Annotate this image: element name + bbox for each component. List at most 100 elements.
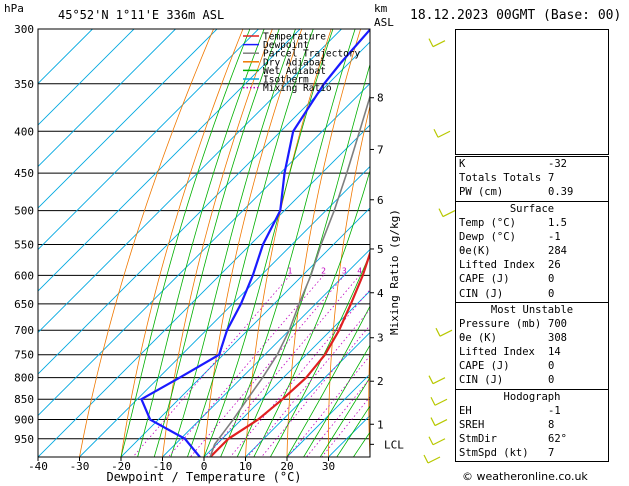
wet-adiabat-line	[236, 62, 370, 457]
surface-value: 0	[548, 273, 555, 286]
x-tick-label: -10	[153, 460, 173, 473]
hodograph-box	[455, 29, 609, 155]
surface-key: CIN (J)	[459, 287, 504, 300]
wind-barb-flag	[428, 436, 434, 446]
hodograph-key: EH	[459, 404, 472, 417]
mixing-ratio-label: 10	[407, 266, 417, 275]
x-tick-label: 20	[280, 460, 293, 473]
surface-key: Temp (°C)	[459, 216, 516, 229]
x-tick-label: 10	[239, 460, 252, 473]
mixing-ratio-line	[190, 275, 345, 457]
wind-barb-flag	[428, 375, 434, 384]
km-tick-label: 6	[377, 194, 384, 207]
x-tick-label: -40	[28, 460, 48, 473]
hodograph-value: 62°	[548, 433, 567, 445]
isotherm-line	[286, 373, 370, 457]
most-unstable-value: 700	[548, 317, 567, 330]
isotherm-line	[38, 29, 218, 209]
hodograph-key: StmSpd (kt)	[459, 447, 529, 460]
most-unstable-key: Lifted Index	[459, 346, 535, 359]
wet-adiabat-line	[319, 376, 370, 457]
isotherm-line	[38, 124, 370, 457]
hodograph-value: 8	[548, 418, 555, 431]
location-label: 45°52'N 1°11'E 336m ASL	[58, 8, 225, 22]
wind-barb	[434, 398, 448, 406]
surface-key: CAPE (J)	[459, 273, 510, 286]
wet-adiabat-line	[286, 305, 370, 457]
km-tick-label: 7	[377, 143, 384, 156]
legend-label: Mixing Ratio	[263, 83, 332, 94]
mixing-ratio-label: 1	[288, 266, 293, 275]
surface-value: 0	[548, 287, 555, 300]
mixing-ratio-axis-label: Mixing Ratio (g/kg)	[388, 209, 401, 335]
index-row: K -32	[456, 157, 608, 171]
surface-key: Lifted Index	[459, 259, 535, 272]
surface-row: Lifted Index 26	[456, 258, 608, 272]
wet-adiabat-line	[187, 29, 314, 457]
dry-adiabat-line	[620, 29, 629, 457]
isotherm-line	[38, 29, 259, 251]
wet-adiabat-line	[220, 29, 356, 457]
most-unstable-key: CIN (J)	[459, 374, 504, 387]
km-tick-label: 2	[377, 375, 384, 388]
index-key: Totals Totals	[459, 172, 542, 185]
hodograph-row: SREH 8	[456, 418, 608, 432]
dry-adiabat-line	[245, 29, 332, 457]
wind-barb	[427, 456, 441, 464]
isotherm-line	[79, 165, 370, 457]
pressure-tick-label: 300	[14, 23, 34, 36]
wind-barb-flag	[423, 454, 429, 464]
pressure-tick-label: 900	[14, 414, 34, 427]
x-tick-label: -30	[70, 460, 90, 473]
surface-value: -1	[548, 230, 561, 243]
wind-barb-flag	[433, 128, 439, 138]
most-unstable-row: CIN (J) 0	[456, 373, 608, 387]
x-axis-label: Dewpoint / Temperature (°C)	[106, 470, 301, 484]
credit-text: © weatheronline.co.uk	[462, 470, 588, 483]
lcl-label: LCL	[384, 438, 404, 451]
index-value: -32	[548, 158, 567, 170]
mixing-ratio-label: 3	[342, 266, 347, 275]
wet-adiabat-line	[120, 29, 251, 457]
most-unstable-row: CAPE (J) 0	[456, 359, 608, 373]
pressure-tick-label: 500	[14, 205, 34, 218]
hpa-label: hPa	[4, 2, 24, 15]
wet-adiabat-line	[253, 169, 370, 457]
legend-label: Isotherm	[263, 75, 309, 86]
legend-label: Dewpoint	[263, 40, 309, 51]
wind-barb-flag	[435, 327, 441, 337]
mixing-ratio-line	[287, 355, 370, 457]
dry-adiabat-line	[203, 29, 303, 457]
hodograph-key: StmDir	[459, 433, 497, 445]
surface-key: Dewp (°C)	[459, 230, 516, 243]
isotherm-line	[38, 29, 135, 126]
mixing-ratio-label: 6	[380, 266, 385, 275]
wind-barb	[439, 329, 453, 337]
indices-table: K -32 Totals Totals 7 PW (cm) 0.39 Surface Te…	[455, 156, 609, 463]
mixing-ratio-line	[261, 324, 370, 457]
background-lines	[38, 29, 629, 457]
pressure-tick-label: 600	[14, 269, 34, 282]
isotherm-line	[38, 29, 342, 334]
wind-barb	[432, 438, 446, 446]
mixing-ratio-line	[229, 289, 370, 457]
parcel-trajectory-line	[209, 93, 370, 457]
surface-row: CIN (J) 0	[456, 287, 608, 301]
pressure-tick-label: 750	[14, 349, 34, 362]
wet-adiabat-line	[270, 252, 370, 457]
hodograph-title: Hodograph	[503, 390, 561, 403]
pressure-tick-label: 850	[14, 393, 34, 406]
pressure-tick-label: 400	[14, 125, 34, 138]
index-row: PW (cm) 0.39	[456, 185, 608, 199]
most-unstable-row: Pressure (mb) 700	[456, 317, 608, 331]
surface-row: CAPE (J) 0	[456, 272, 608, 286]
index-key: PW (cm)	[459, 186, 504, 199]
legend-label: Wet Adiabat	[263, 66, 326, 77]
dewpoint-line	[140, 29, 370, 457]
mixing-ratio-line	[247, 308, 370, 457]
surface-row: Dewp (°C) -1	[456, 230, 608, 244]
x-tick-label: 30	[322, 460, 335, 473]
most-unstable-value: 0	[548, 360, 555, 373]
wind-barbs	[423, 38, 456, 464]
